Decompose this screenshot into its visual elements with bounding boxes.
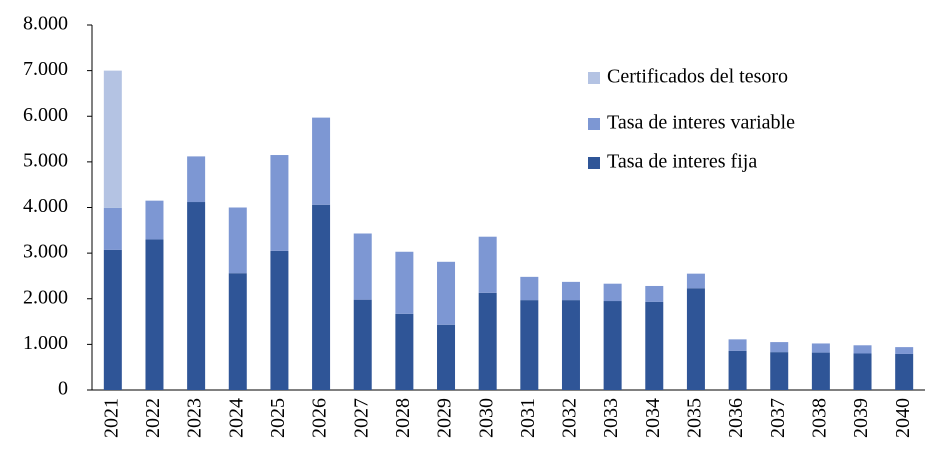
legend-swatch xyxy=(588,118,600,130)
bar-segment xyxy=(103,249,122,390)
bar-segment xyxy=(145,239,164,390)
x-tick-label: 2038 xyxy=(808,398,830,438)
bar-segment xyxy=(187,202,206,390)
bar-segment xyxy=(561,281,580,301)
x-tick-label: 2021 xyxy=(100,398,122,438)
y-tick-label: 2.000 xyxy=(23,286,68,308)
bar-segment xyxy=(561,300,580,390)
bar-segment xyxy=(728,350,747,390)
x-tick-label: 2039 xyxy=(850,398,872,438)
x-tick-label: 2023 xyxy=(184,398,206,438)
y-tick-label: 4.000 xyxy=(23,195,68,217)
x-tick-label: 2031 xyxy=(517,398,539,438)
x-tick-label: 2029 xyxy=(434,398,456,438)
bar-segment xyxy=(270,155,289,251)
y-tick-label: 1.000 xyxy=(23,332,68,354)
bar-segment xyxy=(228,207,247,274)
bar-segment xyxy=(103,70,122,208)
bar-segment xyxy=(853,353,872,390)
legend-label: Tasa de interes variable xyxy=(607,112,795,134)
bar-segment xyxy=(686,288,705,390)
x-tick-label: 2028 xyxy=(392,398,414,438)
x-tick-label: 2037 xyxy=(767,398,789,438)
y-tick-label: 7.000 xyxy=(23,58,68,80)
bar-segment xyxy=(770,352,789,390)
bar-segment xyxy=(437,261,456,325)
bar-segment xyxy=(895,347,914,354)
bar-segment xyxy=(395,251,414,314)
bar-segment xyxy=(270,250,289,390)
x-tick-label: 2024 xyxy=(225,398,247,438)
y-tick-label: 3.000 xyxy=(23,241,68,263)
legend-label: Tasa de interes fija xyxy=(607,151,757,173)
bar-segment xyxy=(770,342,789,353)
bar-segment xyxy=(353,299,372,390)
bar-segment xyxy=(811,352,830,390)
x-tick-label: 2035 xyxy=(684,398,706,438)
x-tick-label: 2040 xyxy=(892,398,914,438)
x-tick-label: 2030 xyxy=(475,398,497,438)
y-tick-label: 5.000 xyxy=(23,149,68,171)
x-tick-label: 2025 xyxy=(267,398,289,438)
x-tick-label: 2026 xyxy=(309,398,331,438)
bar-segment xyxy=(603,301,622,390)
bar-segment xyxy=(478,236,497,293)
bar-segment xyxy=(145,200,164,240)
bar-segment xyxy=(645,285,664,302)
bar-segment xyxy=(437,324,456,390)
bar-segment xyxy=(520,300,539,390)
bar-segment xyxy=(187,156,206,203)
x-tick-label: 2034 xyxy=(642,398,664,438)
bar-segment xyxy=(478,292,497,390)
bar-segment xyxy=(686,273,705,289)
x-tick-label: 2022 xyxy=(142,398,164,438)
y-tick-label: 0 xyxy=(58,378,68,400)
bar-segment xyxy=(353,233,372,300)
y-tick-label: 6.000 xyxy=(23,104,68,126)
bar-segment xyxy=(853,345,872,354)
bar-segment xyxy=(103,207,122,250)
legend-label: Certificados del tesoro xyxy=(607,66,788,88)
x-tick-label: 2027 xyxy=(350,398,372,438)
bar-segment xyxy=(645,301,664,390)
bar-segment xyxy=(728,339,747,351)
x-tick-label: 2032 xyxy=(559,398,581,438)
bar-segment xyxy=(312,117,331,205)
y-tick-label: 8.000 xyxy=(23,13,68,35)
x-tick-label: 2036 xyxy=(725,398,747,438)
bar-segment xyxy=(228,273,247,390)
x-tick-label: 2033 xyxy=(600,398,622,438)
bar-segment xyxy=(520,276,539,301)
legend-swatch xyxy=(588,157,600,169)
bar-segment xyxy=(895,353,914,390)
bar-segment xyxy=(811,343,830,353)
bar-segment xyxy=(603,283,622,302)
bar-segment xyxy=(395,313,414,390)
legend-swatch xyxy=(588,72,600,84)
bar-segment xyxy=(312,204,331,390)
